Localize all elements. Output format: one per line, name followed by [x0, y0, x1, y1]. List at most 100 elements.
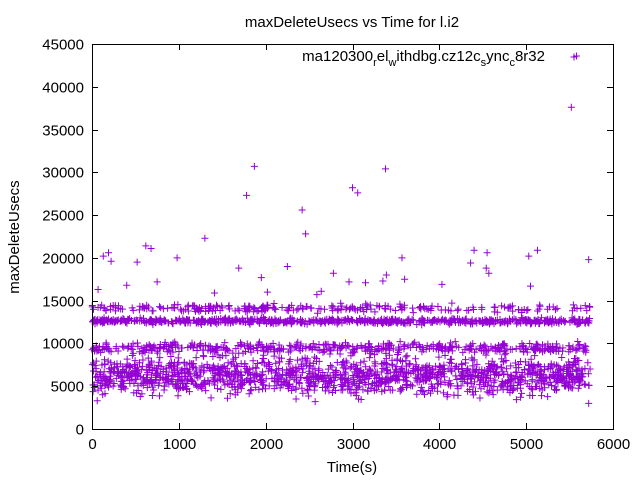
data-point	[402, 374, 410, 382]
data-point	[165, 380, 173, 388]
data-point	[558, 347, 566, 355]
data-point	[453, 315, 461, 323]
data-point	[304, 379, 312, 387]
data-point	[117, 316, 125, 324]
x-tick-label: 4000	[423, 436, 456, 453]
x-tick-label: 2000	[250, 436, 283, 453]
data-point	[470, 305, 478, 313]
data-point	[309, 369, 317, 377]
data-point	[347, 389, 355, 397]
data-point	[422, 345, 430, 353]
data-point	[209, 374, 217, 382]
data-point	[511, 359, 519, 367]
y-tick-label: 10000	[42, 336, 84, 353]
data-point	[161, 316, 169, 324]
data-point	[567, 103, 575, 111]
data-point	[173, 384, 181, 392]
data-point	[491, 303, 499, 311]
data-point	[507, 362, 515, 370]
data-point	[193, 318, 201, 326]
data-point	[393, 357, 401, 365]
data-point	[138, 390, 146, 398]
data-point	[518, 340, 526, 348]
data-point	[459, 378, 467, 386]
data-point	[207, 319, 215, 327]
data-points	[88, 52, 594, 407]
data-point	[418, 387, 426, 395]
data-point	[466, 386, 474, 394]
legend-text-part: c	[509, 57, 515, 69]
data-point	[518, 389, 526, 397]
data-point	[328, 363, 336, 371]
data-point	[385, 383, 393, 391]
data-point	[473, 360, 481, 368]
data-point	[498, 318, 506, 326]
data-point	[401, 373, 409, 381]
data-point	[396, 303, 404, 311]
data-point	[94, 286, 102, 294]
data-point	[401, 341, 409, 349]
data-point	[150, 342, 158, 350]
data-point	[367, 385, 375, 393]
data-point	[577, 372, 585, 380]
data-point	[306, 362, 314, 370]
data-point	[568, 307, 576, 315]
data-point	[461, 318, 469, 326]
data-point	[362, 300, 370, 308]
data-point	[328, 389, 336, 397]
data-point	[175, 347, 183, 355]
data-point	[583, 307, 591, 315]
data-point	[568, 316, 576, 324]
data-point	[348, 363, 356, 371]
data-point	[233, 363, 241, 371]
data-point	[157, 318, 165, 326]
data-point	[518, 369, 526, 377]
data-point	[262, 375, 270, 383]
data-point	[257, 372, 265, 380]
data-point	[377, 360, 385, 368]
data-point	[304, 374, 312, 382]
legend-marker-symbol	[570, 53, 578, 61]
data-point	[525, 252, 533, 260]
data-point	[476, 394, 484, 402]
data-point	[198, 362, 206, 370]
data-point	[286, 341, 294, 349]
data-point	[349, 346, 357, 354]
data-point	[454, 305, 462, 313]
data-point	[581, 380, 589, 388]
data-point	[254, 341, 262, 349]
data-point	[414, 370, 422, 378]
data-point	[359, 386, 367, 394]
data-point	[199, 346, 207, 354]
data-point	[541, 366, 549, 374]
data-point	[458, 361, 466, 369]
data-point	[427, 380, 435, 388]
data-point	[287, 317, 295, 325]
y-tick-label: 20000	[42, 251, 84, 268]
data-point	[162, 364, 170, 372]
data-point	[502, 365, 510, 373]
data-point	[165, 346, 173, 354]
data-point	[484, 367, 492, 375]
data-point	[146, 366, 154, 374]
data-point	[213, 303, 221, 311]
data-point	[510, 384, 518, 392]
data-point	[409, 309, 417, 317]
data-point	[272, 369, 280, 377]
data-point	[293, 318, 301, 326]
data-point	[540, 374, 548, 382]
data-point	[232, 345, 240, 353]
data-point	[554, 378, 562, 386]
data-point	[512, 316, 520, 324]
data-point	[420, 303, 428, 311]
data-point	[297, 340, 305, 348]
data-point	[234, 377, 242, 385]
data-point	[527, 282, 535, 290]
data-point	[188, 360, 196, 368]
legend-text-part: ync	[486, 48, 510, 65]
data-point	[154, 349, 162, 357]
data-point	[383, 361, 391, 369]
data-point	[337, 306, 345, 314]
data-point	[520, 347, 528, 355]
data-point	[409, 304, 417, 312]
